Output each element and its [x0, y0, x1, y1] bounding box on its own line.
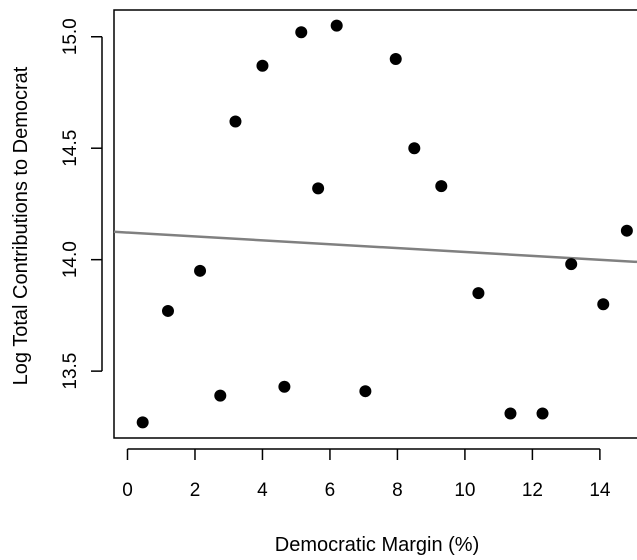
y-tick-label: 15.0: [60, 18, 81, 55]
data-point: [194, 264, 207, 277]
data-point: [389, 53, 402, 66]
x-tick-label: 6: [325, 480, 336, 501]
data-point: [359, 385, 372, 398]
data-point: [435, 180, 448, 193]
fit-line-group: [113, 230, 637, 264]
points-group: [136, 19, 633, 429]
x-tick-label: 4: [257, 480, 268, 501]
x-tick-label: 14: [589, 480, 611, 501]
x-tick-label: 12: [522, 480, 543, 501]
data-point: [136, 416, 149, 429]
plot-frame: [113, 9, 637, 439]
data-point: [295, 26, 308, 39]
data-point: [472, 287, 485, 300]
data-point: [256, 59, 269, 72]
x-tick-label: 8: [392, 480, 403, 501]
data-point: [161, 304, 174, 317]
regression-line: [113, 230, 637, 264]
x-tick-label: 0: [122, 480, 133, 501]
y-tick-label: 13.5: [60, 353, 81, 390]
x-tick-label: 2: [190, 480, 201, 501]
data-point: [278, 380, 291, 393]
data-point: [536, 407, 549, 420]
x-tick-label: 10: [454, 480, 475, 501]
y-axis-label: Log Total Contributions to Democrat: [10, 66, 32, 385]
y-tick-label: 14.0: [60, 241, 81, 278]
x-axis-label: Democratic Margin (%): [275, 534, 479, 556]
data-point: [214, 389, 227, 402]
data-point: [229, 115, 242, 128]
plot-border: [113, 9, 637, 439]
y-axis: 13.5 14.0 14.5 15.0: [60, 18, 103, 390]
data-point: [408, 142, 421, 155]
y-tick-label: 14.5: [60, 130, 81, 167]
data-point: [597, 298, 610, 311]
data-point: [620, 224, 633, 237]
data-point: [504, 407, 517, 420]
data-point: [565, 258, 578, 271]
data-point: [330, 19, 343, 32]
x-axis: 0 2 4 6 8 10 12 14: [122, 448, 611, 501]
data-point: [312, 182, 325, 195]
